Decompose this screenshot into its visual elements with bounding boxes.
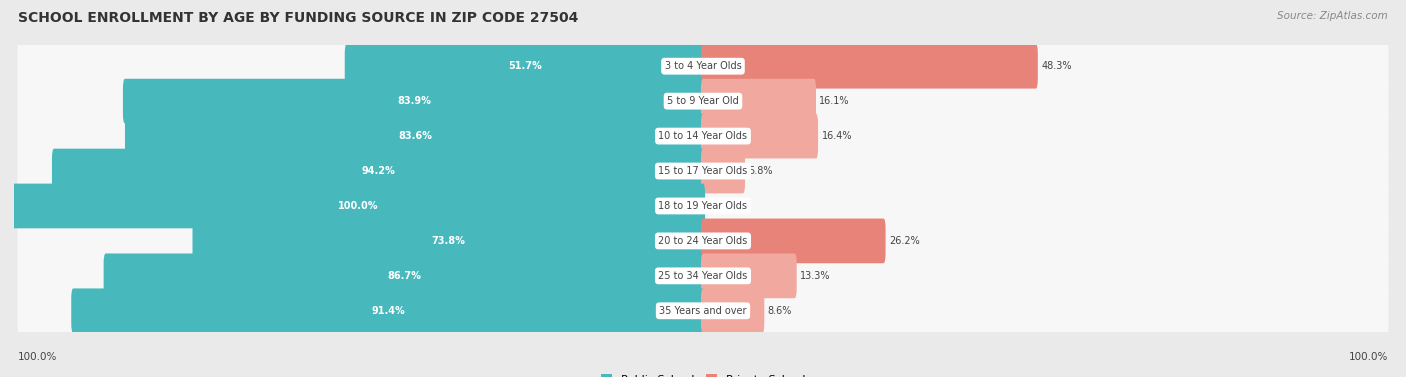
Text: 100.0%: 100.0% (339, 201, 378, 211)
Text: 25 to 34 Year Olds: 25 to 34 Year Olds (658, 271, 748, 281)
Text: 3 to 4 Year Olds: 3 to 4 Year Olds (665, 61, 741, 71)
FancyBboxPatch shape (17, 105, 1389, 167)
Text: 83.6%: 83.6% (398, 131, 432, 141)
FancyBboxPatch shape (17, 70, 1389, 132)
Text: 51.7%: 51.7% (508, 61, 541, 71)
FancyBboxPatch shape (702, 79, 815, 124)
Text: 86.7%: 86.7% (388, 271, 422, 281)
FancyBboxPatch shape (193, 219, 704, 263)
Text: 91.4%: 91.4% (371, 306, 405, 316)
FancyBboxPatch shape (104, 253, 704, 298)
FancyBboxPatch shape (17, 245, 1389, 307)
FancyBboxPatch shape (17, 175, 1389, 237)
FancyBboxPatch shape (17, 35, 1389, 97)
FancyBboxPatch shape (52, 149, 704, 193)
Text: 48.3%: 48.3% (1042, 61, 1071, 71)
Legend: Public School, Private School: Public School, Private School (596, 370, 810, 377)
Text: 26.2%: 26.2% (889, 236, 920, 246)
FancyBboxPatch shape (17, 210, 1389, 272)
Text: 20 to 24 Year Olds: 20 to 24 Year Olds (658, 236, 748, 246)
Text: 15 to 17 Year Olds: 15 to 17 Year Olds (658, 166, 748, 176)
FancyBboxPatch shape (344, 44, 704, 89)
FancyBboxPatch shape (125, 114, 704, 158)
Text: 16.4%: 16.4% (821, 131, 852, 141)
FancyBboxPatch shape (122, 79, 704, 124)
FancyBboxPatch shape (17, 280, 1389, 342)
Text: 35 Years and over: 35 Years and over (659, 306, 747, 316)
FancyBboxPatch shape (702, 149, 745, 193)
Text: 13.3%: 13.3% (800, 271, 831, 281)
Text: 73.8%: 73.8% (432, 236, 465, 246)
FancyBboxPatch shape (702, 44, 1038, 89)
FancyBboxPatch shape (702, 219, 886, 263)
Text: 18 to 19 Year Olds: 18 to 19 Year Olds (658, 201, 748, 211)
Text: 8.6%: 8.6% (768, 306, 792, 316)
Text: 100.0%: 100.0% (1348, 352, 1388, 362)
FancyBboxPatch shape (13, 184, 704, 228)
Text: 16.1%: 16.1% (820, 96, 851, 106)
Text: Source: ZipAtlas.com: Source: ZipAtlas.com (1277, 11, 1388, 21)
FancyBboxPatch shape (72, 288, 704, 333)
Text: 0.0%: 0.0% (713, 201, 738, 211)
Text: 10 to 14 Year Olds: 10 to 14 Year Olds (658, 131, 748, 141)
Text: 83.9%: 83.9% (396, 96, 430, 106)
FancyBboxPatch shape (702, 114, 818, 158)
Text: 100.0%: 100.0% (18, 352, 58, 362)
Text: 94.2%: 94.2% (361, 166, 395, 176)
FancyBboxPatch shape (702, 288, 765, 333)
FancyBboxPatch shape (702, 253, 797, 298)
Text: 5 to 9 Year Old: 5 to 9 Year Old (666, 96, 740, 106)
Text: 5.8%: 5.8% (748, 166, 773, 176)
Text: SCHOOL ENROLLMENT BY AGE BY FUNDING SOURCE IN ZIP CODE 27504: SCHOOL ENROLLMENT BY AGE BY FUNDING SOUR… (18, 11, 579, 25)
FancyBboxPatch shape (17, 140, 1389, 202)
